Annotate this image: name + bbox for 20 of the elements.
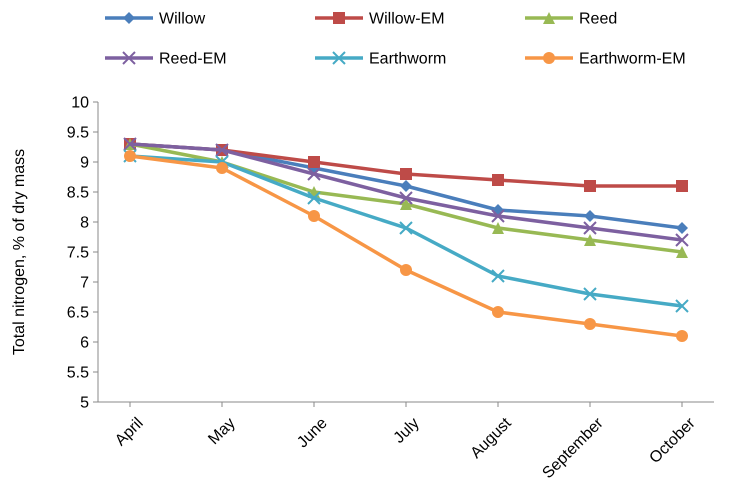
x-tick-label: July — [390, 414, 423, 447]
x-tick-label: May — [205, 414, 239, 448]
y-tick-label: 9 — [80, 154, 90, 172]
y-tick-label: 8 — [80, 214, 90, 232]
y-axis-title: Total nitrogen, % of dry mass — [11, 148, 28, 356]
y-tick-label: 5 — [80, 394, 90, 412]
y-tick-label: 7 — [80, 274, 90, 292]
y-tick-label: 9.5 — [66, 124, 90, 142]
legend-label: Reed-EM — [159, 50, 227, 68]
legend-label: Earthworm-EM — [579, 50, 686, 68]
legend-label: Willow — [159, 10, 206, 28]
legend-label: Willow-EM — [369, 10, 445, 28]
y-tick-label: 10 — [71, 94, 90, 112]
legend-label: Earthworm — [369, 50, 446, 68]
y-tick-label: 7.5 — [66, 244, 90, 262]
y-tick-label: 6.5 — [66, 304, 90, 322]
y-tick-label: 5.5 — [66, 364, 90, 382]
y-tick-label: 8.5 — [66, 184, 90, 202]
y-tick-label: 6 — [80, 334, 90, 352]
legend-label: Reed — [579, 10, 618, 28]
